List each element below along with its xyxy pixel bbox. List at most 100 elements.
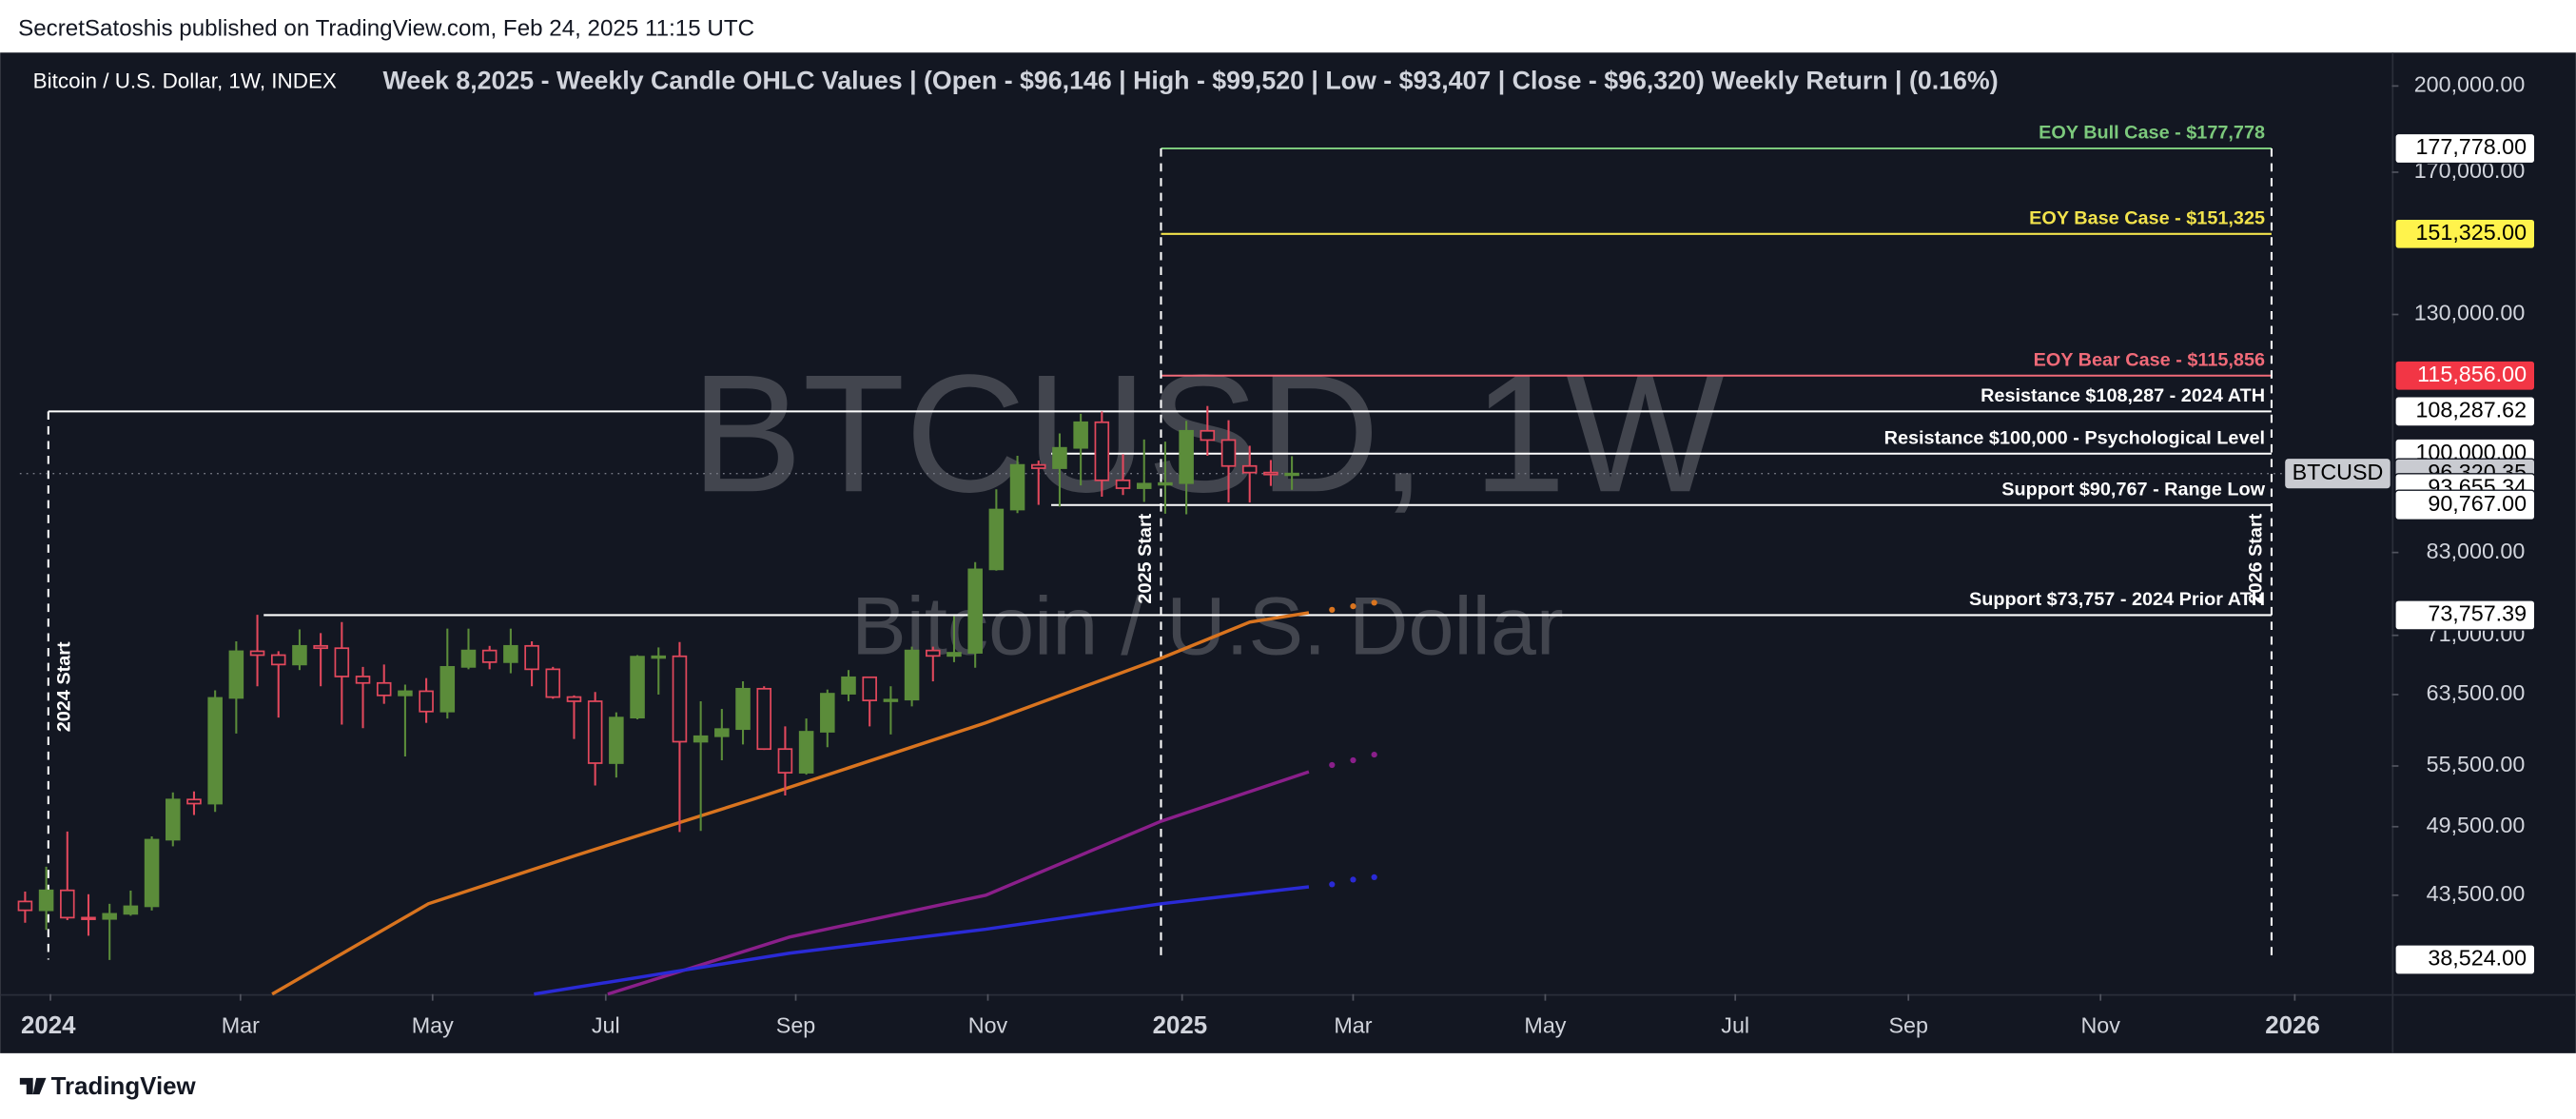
candle-body (144, 838, 160, 908)
candle-body (292, 644, 307, 666)
candle-body (1115, 479, 1131, 489)
candle-body (820, 693, 835, 733)
candle-body (1158, 481, 1173, 486)
candle-body (587, 700, 603, 764)
start-marker-label: 2026 Start (2246, 513, 2267, 603)
y-tick-label: 83,000.00 (2427, 539, 2526, 563)
x-tick-label: May (412, 1012, 454, 1037)
y-tick-label: 43,500.00 (2427, 881, 2526, 906)
candle-body (60, 889, 75, 919)
candle-body (313, 644, 328, 650)
symbol-badge (2285, 459, 2391, 489)
price-tag-label: 90,767.00 (2428, 491, 2527, 516)
candle-body (419, 690, 434, 713)
price-tag-label: 73,757.39 (2428, 601, 2527, 626)
ma-projection-dot (1350, 603, 1356, 610)
moving-average (607, 770, 1310, 996)
ma-projection-dot (1329, 761, 1336, 769)
candle-body (926, 649, 941, 658)
x-tick-label: May (1524, 1012, 1566, 1037)
ma-projection-dot (1329, 881, 1336, 888)
ma-projection-dot (1371, 874, 1377, 881)
candle-body (1136, 482, 1152, 489)
candle-body (904, 649, 920, 701)
candle-body (1241, 464, 1258, 474)
price-tag (2394, 599, 2536, 631)
candle-body (38, 889, 54, 912)
candle-body (883, 698, 899, 702)
candle-body (841, 676, 856, 695)
candle-body (186, 798, 202, 805)
level-label: Support $73,757 - 2024 Prior ATH (1969, 589, 2265, 610)
start-marker-label: 2025 Start (1135, 513, 1156, 603)
chart-background (0, 52, 2576, 1053)
level-label: EOY Base Case - $151,325 (2029, 208, 2265, 229)
x-tick-label: 2026 (2265, 1012, 2320, 1039)
level-label: EOY Bear Case - $115,856 (2034, 349, 2265, 370)
price-tag-label: 151,325.00 (2415, 220, 2527, 245)
candle-body (228, 650, 244, 699)
candle-body (946, 652, 962, 658)
candle-body (249, 650, 265, 657)
start-marker-label: 2024 Start (53, 641, 74, 732)
candle-body (756, 687, 771, 751)
candle-body (1284, 472, 1299, 477)
candle-body (1094, 421, 1110, 481)
level-label: Resistance $108,287 - 2024 ATH (1981, 385, 2265, 406)
candle-body (967, 568, 983, 654)
candle-body (566, 696, 582, 702)
candle-body (693, 735, 709, 743)
candle-body (207, 697, 223, 805)
candle-body (630, 656, 645, 719)
ma-projection-dot (1350, 876, 1356, 883)
price-tag (2394, 489, 2536, 521)
candle-body (545, 668, 561, 698)
candle-body (270, 654, 286, 666)
candle-body (165, 798, 181, 841)
candle-body (1263, 471, 1278, 476)
moving-average (271, 611, 1310, 996)
footer-bar (0, 1052, 2576, 1119)
price-tag-label: 108,287.62 (2415, 398, 2527, 422)
x-tick-label: 2024 (21, 1012, 76, 1039)
candle-body (1220, 439, 1237, 467)
ma-projection-dot (1350, 756, 1356, 764)
candle-body (777, 748, 793, 774)
symbol-badge-label: BTCUSD (2293, 460, 2384, 484)
y-tick-label: 200,000.00 (2414, 72, 2526, 97)
price-tag (2394, 360, 2536, 391)
level-label: Resistance $100,000 - Psychological Leve… (1884, 427, 2265, 448)
candle-body (714, 728, 730, 737)
price-tag-label: 115,856.00 (2417, 362, 2527, 386)
candle-body (17, 900, 33, 912)
candle-body (1073, 421, 1088, 449)
candle-body (862, 676, 877, 701)
candle-body (1200, 429, 1216, 442)
x-tick-label: Jul (592, 1012, 620, 1037)
ma-projection-dot (1371, 751, 1377, 758)
ma-projection-dot (1371, 599, 1377, 606)
price-tag-label: 38,524.00 (2428, 946, 2527, 971)
x-tick-label: Mar (222, 1012, 260, 1037)
candle-body (334, 647, 350, 677)
y-tick-label: 130,000.00 (2414, 301, 2526, 325)
candle-body (439, 665, 456, 713)
y-tick-label: 63,500.00 (2427, 680, 2526, 705)
candle-body (1052, 446, 1067, 469)
candle-body (355, 676, 371, 684)
candle-body (672, 655, 688, 743)
ma-projection-dot (1329, 606, 1336, 613)
chart-title: Bitcoin / U.S. Dollar, 1W, INDEX (33, 69, 337, 92)
header-text: SecretSatoshis published on TradingView.… (18, 15, 754, 41)
footer-logo (19, 1077, 47, 1095)
level-label: EOY Bull Case - $177,778 (2039, 123, 2265, 144)
candle-body (481, 649, 498, 663)
price-tag (2394, 396, 2536, 427)
x-tick-label: Sep (1888, 1012, 1927, 1037)
candle-body (376, 681, 392, 697)
y-tick-label: 49,500.00 (2427, 813, 2526, 837)
candle-body (460, 649, 477, 668)
x-tick-label: 2025 (1153, 1012, 1208, 1039)
watermark-subtitle: Bitcoin / U.S. Dollar (851, 581, 1563, 673)
